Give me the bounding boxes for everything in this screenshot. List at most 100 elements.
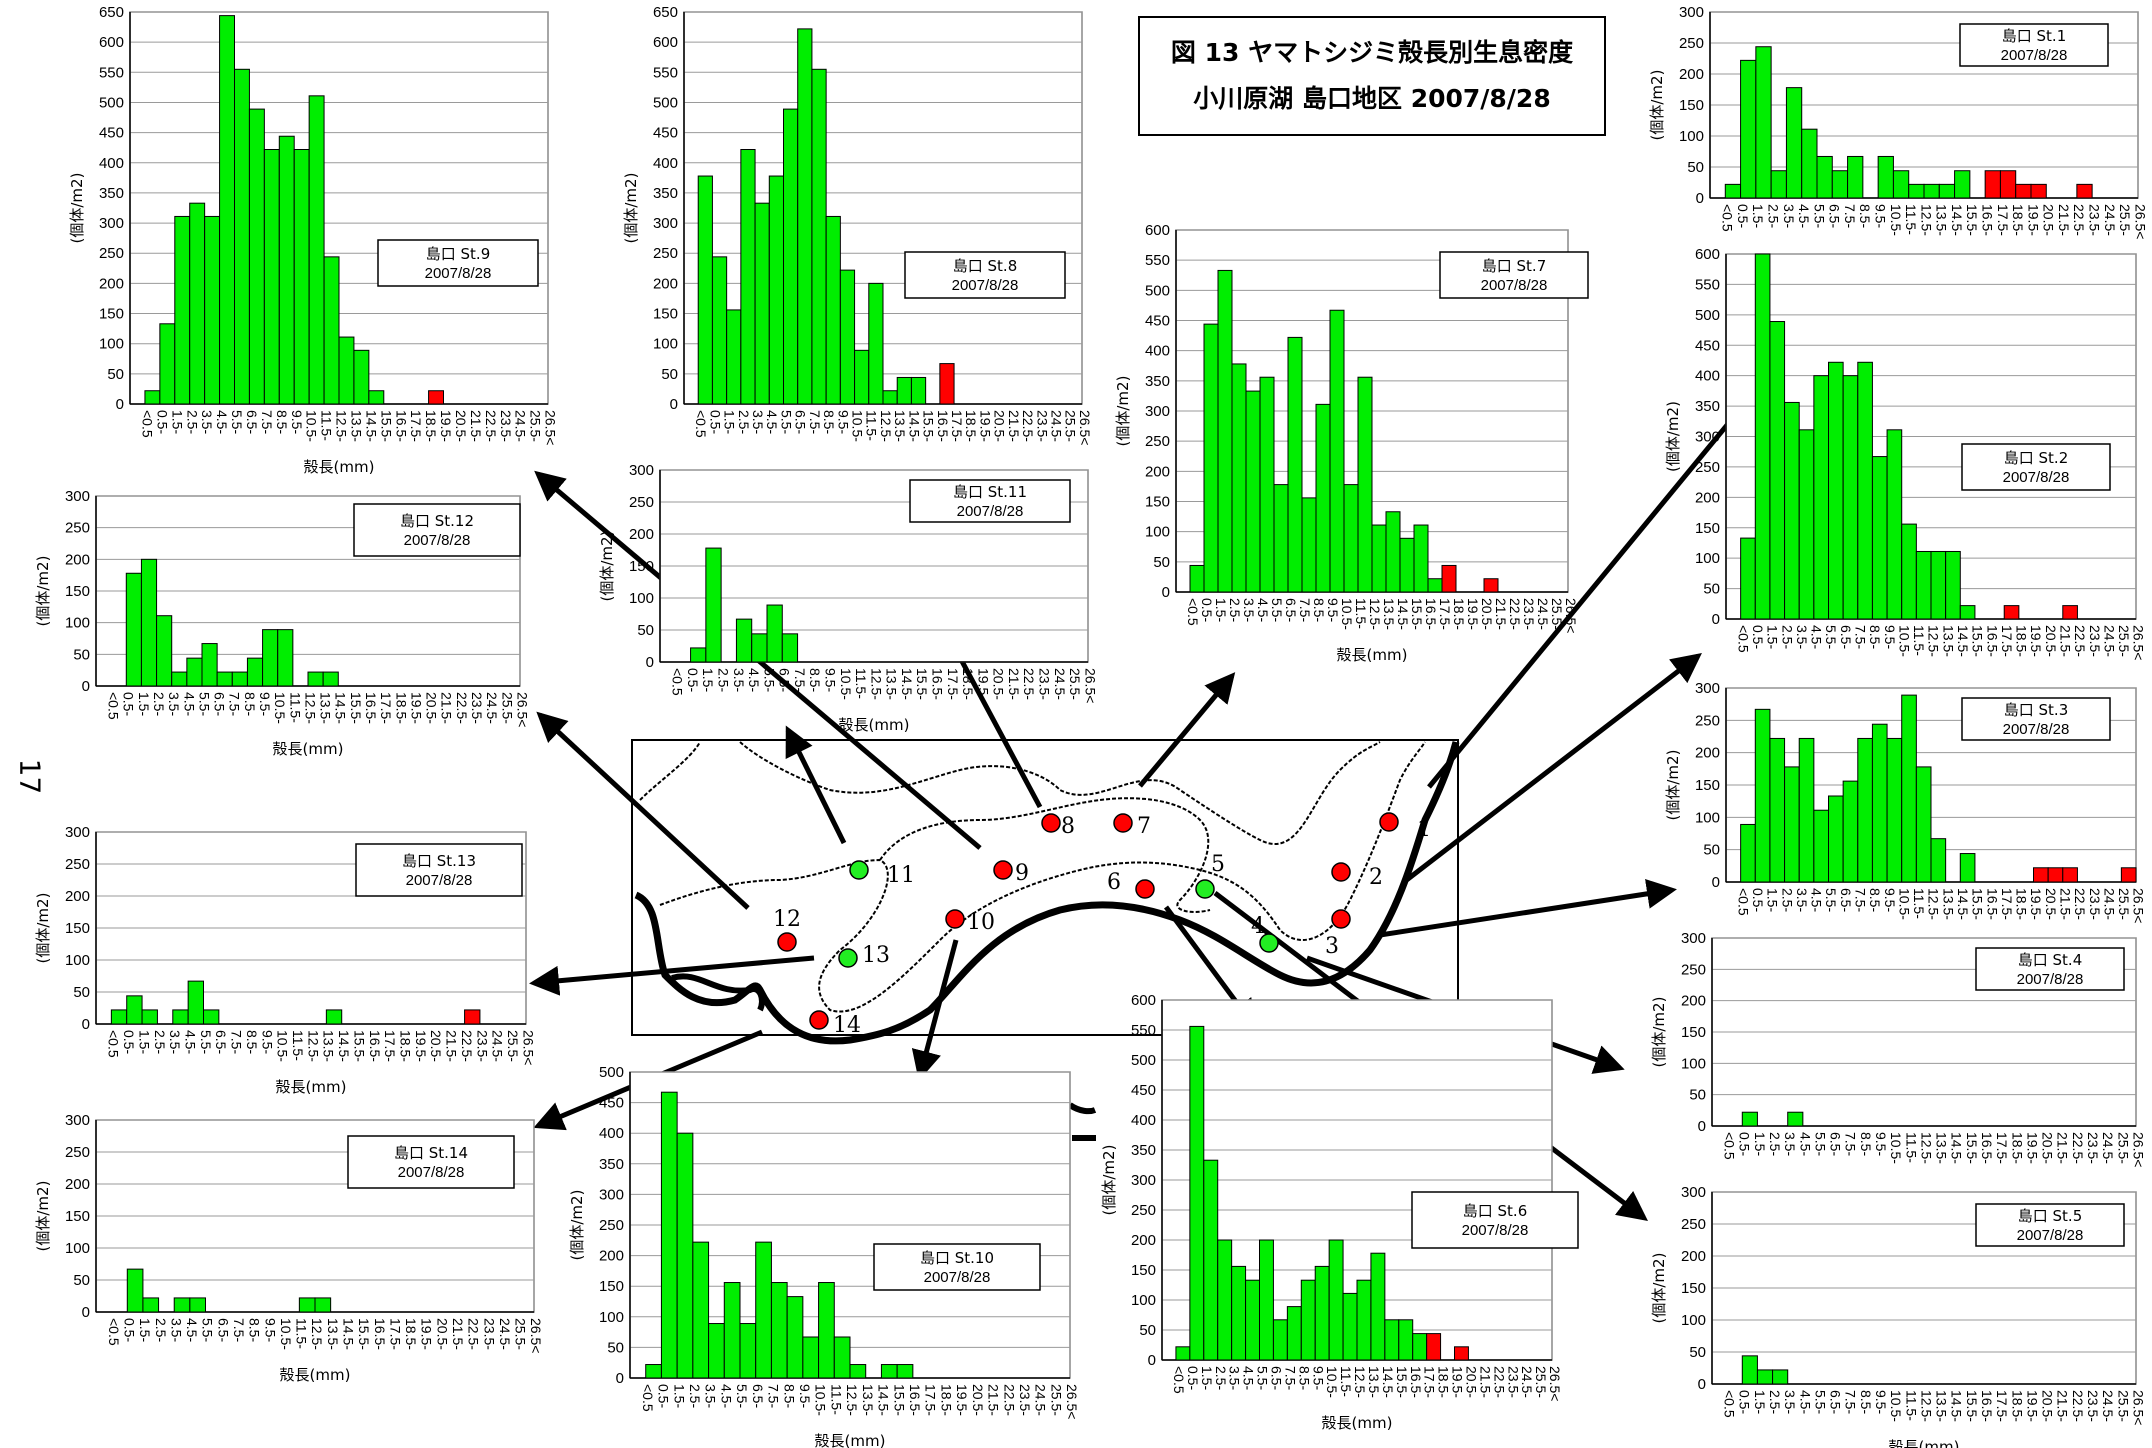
bar bbox=[204, 215, 221, 405]
x-tick-label: 22.5- bbox=[459, 1030, 475, 1062]
legend-box bbox=[355, 843, 523, 897]
y-tick-label: 400 bbox=[1131, 1112, 1156, 1129]
x-tick-label: 10.5- bbox=[278, 1318, 294, 1350]
station-marker bbox=[1113, 813, 1133, 833]
x-tick-label: 12.5- bbox=[868, 668, 884, 700]
bar bbox=[1886, 737, 1903, 883]
x-tick-label: 15.5- bbox=[891, 1384, 907, 1416]
x-tick-label: 17.5- bbox=[1422, 1366, 1438, 1398]
x-tick-label: 3.5- bbox=[199, 410, 215, 434]
x-tick-label: 4.5- bbox=[1797, 1132, 1813, 1156]
y-tick-label: 250 bbox=[653, 245, 678, 262]
y-tick-label: 100 bbox=[65, 615, 90, 632]
legend-box bbox=[1961, 697, 2111, 741]
bar bbox=[216, 671, 233, 687]
x-axis-label: 殻長(mm) bbox=[815, 1432, 886, 1448]
chart-st13: 0 50 100 150 200 250 300 (個体/m2) <0.5 0.5- 1.5- 2.5… bbox=[34, 824, 536, 1096]
x-tick-label: 4.5- bbox=[1809, 888, 1825, 912]
station-marker bbox=[945, 909, 965, 929]
bar bbox=[126, 1268, 144, 1313]
x-tick-label: 15.5- bbox=[1964, 1132, 1980, 1164]
x-tick-label: 10.5- bbox=[272, 692, 288, 724]
x-tick-label: 9.5- bbox=[797, 1384, 813, 1408]
y-tick-label: 0 bbox=[82, 1016, 90, 1033]
legend-station: 島口 St.4 bbox=[2018, 951, 2082, 969]
x-tick-label: 14.5- bbox=[336, 1030, 352, 1062]
station-arrow bbox=[785, 725, 847, 845]
x-tick-label: 6.5- bbox=[750, 1384, 766, 1408]
x-tick-label: 17.5- bbox=[1999, 888, 2015, 920]
x-tick-label: 15.5- bbox=[378, 410, 394, 442]
x-tick-label: 7.5- bbox=[1842, 204, 1858, 228]
legend-box bbox=[1411, 1191, 1579, 1249]
y-tick-label: 100 bbox=[1681, 1055, 1706, 1072]
x-tick-label: 0.5- bbox=[1737, 1390, 1753, 1414]
y-tick-label: 300 bbox=[629, 462, 654, 479]
x-tick-label: 19.5- bbox=[2028, 888, 2044, 920]
x-tick-label: 18.5- bbox=[963, 410, 979, 442]
x-tick-label: 20.5- bbox=[1479, 598, 1495, 630]
y-tick-label: 150 bbox=[599, 1278, 624, 1295]
bar bbox=[2015, 183, 2032, 199]
bar bbox=[186, 657, 203, 687]
x-tick-label: 15.5- bbox=[1394, 1366, 1410, 1398]
bar bbox=[1999, 170, 2017, 199]
x-tick-label: 19.5- bbox=[2024, 1132, 2040, 1164]
x-tick-label: 14.5- bbox=[906, 410, 922, 442]
y-tick-label: 200 bbox=[1145, 463, 1170, 480]
y-tick-label: 50 bbox=[1689, 1087, 1706, 1104]
x-tick-label: 14.5- bbox=[1955, 625, 1971, 657]
x-tick-label: 0.5- bbox=[1750, 888, 1766, 912]
station-marker bbox=[849, 860, 869, 880]
x-tick-label: <0.5 bbox=[1735, 625, 1751, 653]
x-tick-label: 7.5- bbox=[807, 410, 823, 434]
y-tick-label: 150 bbox=[629, 558, 654, 575]
x-tick-label: 1.5- bbox=[136, 1030, 152, 1054]
y-tick-label: 50 bbox=[1703, 842, 1720, 859]
y-tick-label: 250 bbox=[65, 856, 90, 873]
x-tick-label: 11.5- bbox=[1911, 625, 1927, 656]
bar bbox=[1245, 390, 1261, 593]
x-tick-label: 7.5- bbox=[1852, 625, 1868, 649]
x-tick-label: 5.5- bbox=[1823, 625, 1839, 649]
y-tick-label: 200 bbox=[1695, 489, 1720, 506]
bar bbox=[1813, 809, 1830, 883]
x-tick-label: 5.5- bbox=[1812, 1390, 1828, 1414]
x-tick-label: 23.5- bbox=[2087, 204, 2103, 236]
y-tick-label: 300 bbox=[1695, 429, 1720, 446]
bar bbox=[1785, 87, 1803, 199]
x-tick-label: 16.5- bbox=[367, 1030, 383, 1062]
x-tick-label: 25.5- bbox=[1067, 668, 1083, 700]
y-tick-label: 250 bbox=[1145, 433, 1170, 450]
x-tick-label: 4.5- bbox=[1255, 598, 1271, 622]
y-tick-label: 250 bbox=[1681, 961, 1706, 978]
x-tick-label: <0.5 bbox=[139, 410, 155, 438]
chart-st8: 0 50 100 150 200 250 300 350 400 450 500 550 600 650 (… bbox=[622, 4, 1093, 445]
bar bbox=[1816, 155, 1833, 199]
x-tick-label: 12.5- bbox=[1918, 1132, 1934, 1164]
legend-station: 島口 St.12 bbox=[400, 512, 474, 530]
bar bbox=[1287, 336, 1303, 593]
x-tick-label: 3.5- bbox=[1782, 1390, 1798, 1414]
x-tick-label: 1.5- bbox=[1752, 1390, 1768, 1414]
legend-date: 2007/8/28 bbox=[1481, 277, 1548, 294]
x-tick-label: <0.5 bbox=[106, 1030, 122, 1058]
bar bbox=[739, 1323, 757, 1379]
bar bbox=[1328, 1239, 1344, 1361]
x-tick-label: 3.5- bbox=[1794, 625, 1810, 649]
bar bbox=[464, 1009, 481, 1025]
x-tick-label: 3.5- bbox=[168, 1318, 184, 1342]
x-tick-label: 26.5< bbox=[543, 410, 559, 445]
legend-station: 島口 St.6 bbox=[1463, 1202, 1527, 1220]
x-tick-label: 12.5- bbox=[305, 1030, 321, 1062]
station-label: 13 bbox=[862, 943, 890, 968]
y-tick-label: 350 bbox=[599, 1156, 624, 1173]
bar bbox=[811, 68, 827, 405]
x-tick-label: 11.5- bbox=[828, 1384, 844, 1415]
x-tick-label: 16.5- bbox=[1408, 1366, 1424, 1398]
figure-title-line1: 図 13 ヤマトシジミ殻長別生息密度 bbox=[1170, 38, 1574, 67]
x-tick-label: 20.5- bbox=[2043, 625, 2059, 657]
x-tick-label: 1.5- bbox=[700, 668, 716, 692]
